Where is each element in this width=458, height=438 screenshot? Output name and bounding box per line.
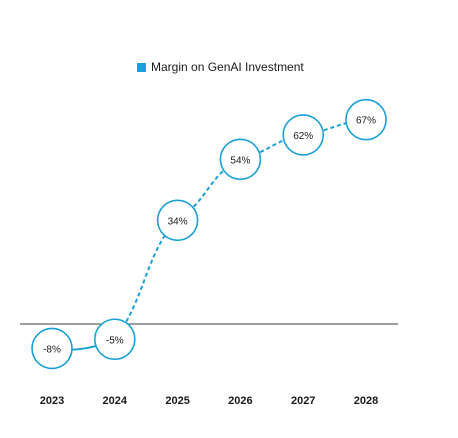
data-label: -5%: [106, 335, 124, 346]
data-point-marker: [31, 327, 73, 370]
data-point-marker: [156, 199, 199, 242]
x-tick-label: 2027: [291, 395, 315, 407]
data-point-marker: [282, 114, 325, 156]
data-point-marker: [345, 98, 387, 141]
x-tick-label: 2026: [228, 395, 252, 407]
data-label: -8%: [43, 344, 61, 355]
legend-swatch: [137, 62, 146, 72]
x-tick-label: 2023: [40, 395, 64, 407]
data-point-marker: [94, 318, 136, 361]
data-label: 62%: [293, 131, 313, 142]
data-label: 34%: [168, 216, 188, 227]
data-label: 67%: [356, 116, 376, 127]
chart-legend: Margin on GenAI Investment: [137, 60, 304, 74]
data-label: 54%: [230, 155, 250, 166]
data-point-marker: [219, 138, 262, 181]
x-tick-label: 2028: [354, 395, 378, 407]
x-tick-label: 2024: [103, 395, 128, 407]
x-tick-label: 2025: [165, 395, 189, 407]
legend-label: Margin on GenAI Investment: [151, 60, 304, 74]
